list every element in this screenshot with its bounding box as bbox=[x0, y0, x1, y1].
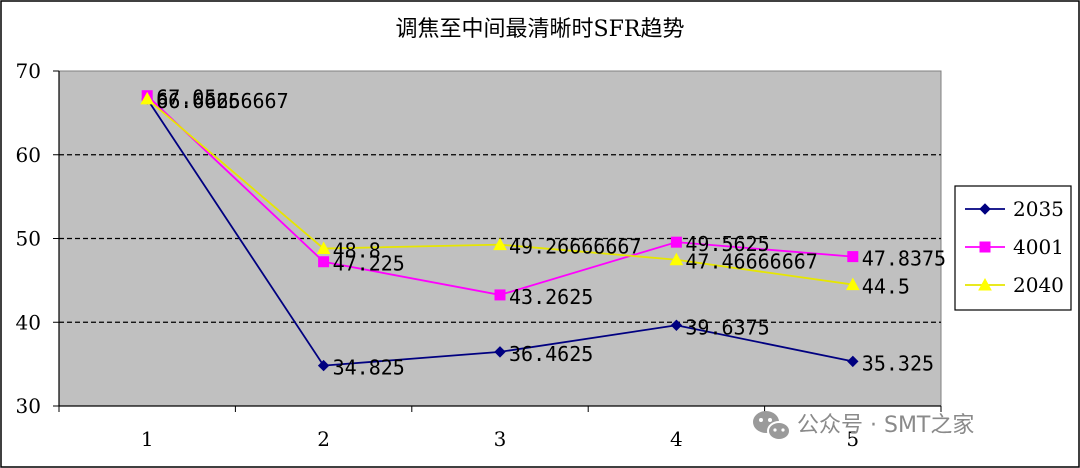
legend-marker-2040 bbox=[978, 277, 992, 291]
watermark: 公众号 · SMT之家 bbox=[753, 411, 974, 441]
data-label-4001: 43.2625 bbox=[509, 285, 593, 309]
data-point-4001 bbox=[318, 256, 330, 268]
legend-box bbox=[954, 185, 1072, 311]
x-tick-label: 2 bbox=[317, 427, 330, 451]
data-point-2040 bbox=[140, 91, 155, 105]
data-label-2040: 66.66666667 bbox=[156, 89, 288, 113]
data-label-4001: 47.8375 bbox=[862, 247, 946, 271]
data-point-2040 bbox=[669, 252, 684, 266]
legend-marker-4001 bbox=[979, 241, 991, 253]
legend-label-2040: 2040 bbox=[1013, 273, 1064, 297]
x-tick-label: 5 bbox=[846, 427, 859, 451]
data-label-2035: 35.325 bbox=[862, 351, 934, 375]
legend-label-2035: 2035 bbox=[1013, 197, 1064, 221]
plot-area: 30 40 50 60 70 1 2 3 4 5 66.6625 34.825 36.4625 39.63… bbox=[16, 59, 947, 451]
data-label-4001: 67.05 bbox=[156, 86, 216, 110]
y-tick-label: 70 bbox=[16, 59, 41, 83]
data-label-2035: 66.6625 bbox=[156, 89, 240, 113]
x-tick-label: 4 bbox=[670, 427, 683, 451]
data-label-2040: 44.5 bbox=[862, 275, 910, 299]
data-point-4001 bbox=[847, 251, 859, 263]
data-label-2035: 34.825 bbox=[333, 356, 405, 380]
data-point-4001 bbox=[670, 236, 682, 248]
x-tick-label: 3 bbox=[494, 427, 507, 451]
data-point-2040 bbox=[316, 241, 331, 255]
legend-marker-2035 bbox=[979, 203, 991, 215]
data-label-4001: 47.225 bbox=[333, 252, 405, 276]
data-point-4001 bbox=[494, 289, 506, 301]
data-label-2040: 49.26666667 bbox=[509, 235, 641, 259]
y-tick-label: 50 bbox=[16, 227, 41, 251]
data-point-2035 bbox=[494, 346, 506, 358]
chart-title: 调焦至中间最清晰时SFR趋势 bbox=[396, 17, 685, 42]
data-label-2035: 36.4625 bbox=[509, 342, 593, 366]
data-label-4001: 49.5625 bbox=[685, 232, 769, 256]
y-tick-label: 40 bbox=[16, 310, 41, 334]
y-tick-label: 60 bbox=[16, 143, 41, 167]
data-point-2035 bbox=[847, 355, 859, 368]
wechat-icon bbox=[753, 411, 791, 441]
watermark-text: 公众号 · SMT之家 bbox=[797, 413, 974, 438]
legend: 2035 4001 2040 bbox=[954, 185, 1072, 311]
data-point-2035 bbox=[317, 359, 330, 372]
data-label-2040: 48.8 bbox=[333, 239, 381, 263]
legend-label-4001: 4001 bbox=[1013, 235, 1064, 259]
data-label-2040: 47.46666667 bbox=[685, 250, 817, 274]
data-point-2035 bbox=[670, 319, 683, 331]
data-point-2040 bbox=[493, 237, 507, 251]
data-label-2035: 39.6375 bbox=[685, 315, 769, 339]
data-point-2040 bbox=[845, 277, 860, 291]
x-tick-label: 1 bbox=[141, 427, 154, 451]
y-tick-label: 30 bbox=[16, 394, 41, 418]
